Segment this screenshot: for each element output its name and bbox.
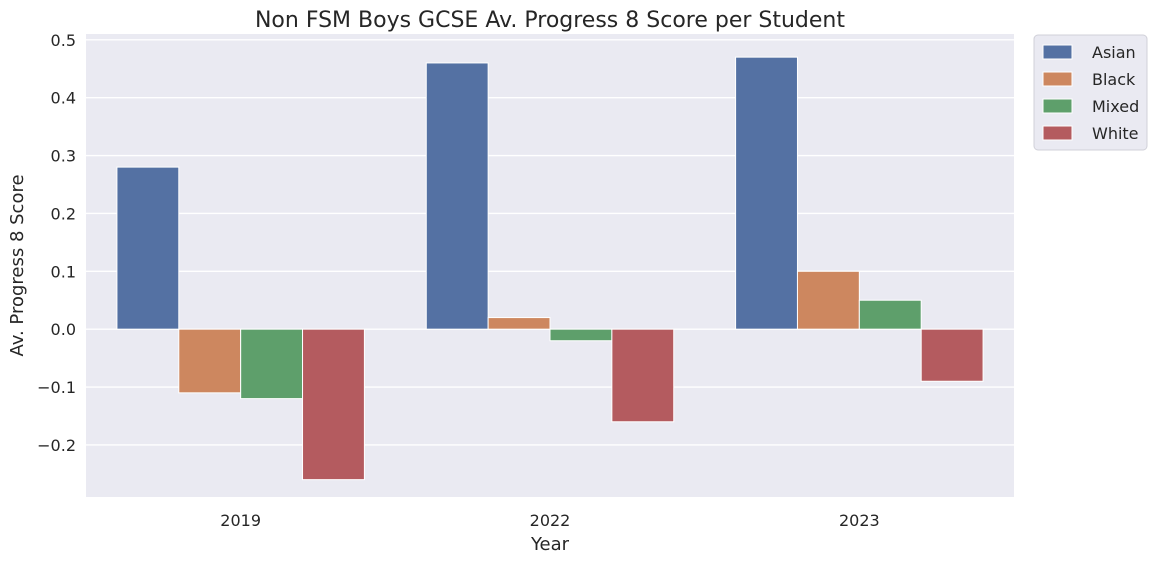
chart-title: Non FSM Boys GCSE Av. Progress 8 Score p… — [255, 8, 845, 33]
y-tick-label: 0.4 — [51, 89, 76, 108]
y-tick-label: −0.2 — [37, 436, 76, 455]
y-tick-label: −0.1 — [37, 378, 76, 397]
y-tick-label: 0.0 — [51, 320, 76, 339]
x-tick-label: 2019 — [220, 511, 261, 530]
y-axis-label: Av. Progress 8 Score — [7, 174, 28, 356]
x-axis-label: Year — [530, 534, 570, 555]
legend-swatch-asian — [1042, 44, 1073, 60]
bar-mixed-2022 — [549, 328, 613, 342]
bar-mixed-2019 — [240, 328, 304, 400]
legend-box — [1033, 34, 1148, 151]
legend-swatch-mixed — [1042, 98, 1073, 114]
bar-white-2019 — [302, 328, 365, 481]
legend-label-white: White — [1092, 124, 1139, 143]
x-tick-label: 2022 — [530, 511, 571, 530]
bar-mixed-2023 — [858, 299, 922, 330]
bar-asian-2022 — [425, 62, 489, 330]
bar-white-2023 — [920, 328, 984, 382]
legend-label-black: Black — [1092, 70, 1136, 89]
bar-asian-2023 — [735, 56, 798, 330]
x-tick-labels: 2019 2022 2023 — [220, 511, 879, 530]
legend-items: Asian Black Mixed White — [1042, 43, 1139, 143]
bar-black-2022 — [487, 317, 551, 330]
bar-asian-2019 — [116, 166, 180, 330]
y-tick-labels: −0.2 −0.1 0.0 0.1 0.2 0.3 0.4 0.5 — [37, 31, 76, 455]
bar-black-2019 — [178, 328, 242, 394]
y-tick-label: 0.5 — [51, 31, 76, 50]
y-tick-label: 0.1 — [51, 262, 76, 281]
y-tick-label: 0.3 — [51, 147, 76, 166]
legend-label-asian: Asian — [1092, 43, 1136, 62]
legend-swatch-black — [1042, 71, 1073, 87]
x-tick-label: 2023 — [839, 511, 880, 530]
legend: Asian Black Mixed White — [1033, 34, 1148, 151]
legend-label-mixed: Mixed — [1092, 97, 1139, 116]
bars — [116, 56, 984, 481]
legend-swatch-white — [1042, 125, 1073, 141]
plot-background — [86, 34, 1014, 497]
bar-black-2023 — [796, 270, 860, 330]
bar-white-2022 — [611, 328, 675, 423]
y-tick-label: 0.2 — [51, 204, 76, 223]
